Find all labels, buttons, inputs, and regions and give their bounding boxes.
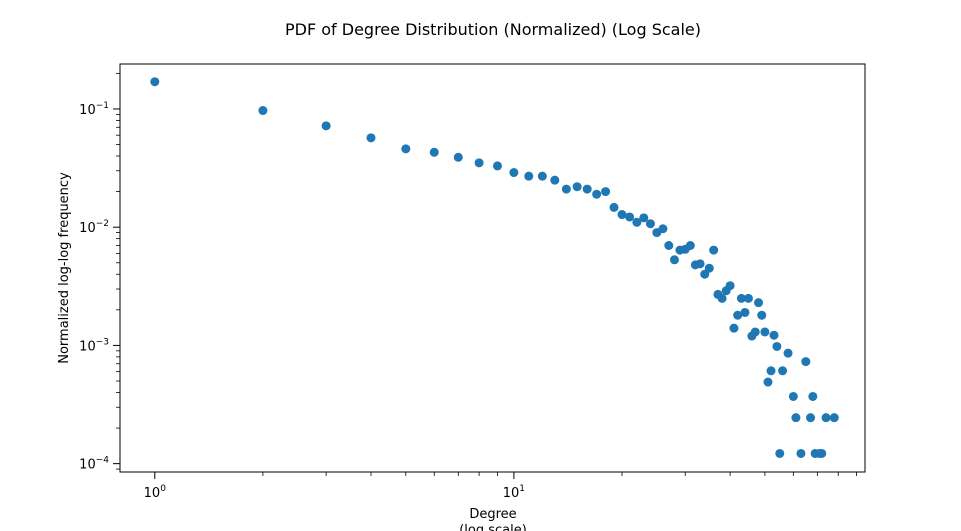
data-point bbox=[808, 391, 818, 401]
data-point bbox=[550, 175, 560, 185]
data-point bbox=[717, 293, 727, 303]
data-point bbox=[561, 184, 571, 194]
data-point bbox=[775, 448, 785, 458]
data-point bbox=[740, 307, 750, 317]
data-point bbox=[685, 241, 695, 251]
data-point bbox=[321, 121, 331, 131]
data-point bbox=[658, 224, 668, 234]
data-point bbox=[829, 413, 839, 423]
plot-frame bbox=[119, 63, 866, 473]
data-point bbox=[492, 161, 502, 171]
data-point bbox=[625, 212, 635, 222]
data-point bbox=[791, 413, 801, 423]
data-point bbox=[639, 213, 649, 223]
y-axis-label: Normalized log-log frequency bbox=[57, 172, 72, 364]
data-point bbox=[429, 147, 439, 157]
data-point bbox=[537, 171, 547, 181]
y-tick-label: 10−1 bbox=[79, 101, 109, 118]
data-point bbox=[754, 298, 764, 308]
data-point bbox=[778, 366, 788, 376]
data-point bbox=[743, 293, 753, 303]
data-point bbox=[772, 341, 782, 351]
data-point bbox=[617, 210, 627, 220]
data-point bbox=[736, 293, 746, 303]
data-point bbox=[601, 187, 611, 197]
data-point bbox=[592, 189, 602, 199]
x-axis-label: Degree bbox=[469, 507, 516, 522]
x-tick-label: 101 bbox=[503, 484, 525, 501]
data-point bbox=[609, 202, 619, 212]
data-point bbox=[453, 152, 463, 162]
data-point bbox=[757, 310, 767, 320]
data-point bbox=[582, 184, 592, 194]
y-tick-label: 10−2 bbox=[79, 219, 109, 236]
data-point bbox=[366, 133, 376, 143]
data-point bbox=[704, 263, 714, 273]
data-point bbox=[645, 219, 655, 229]
data-point bbox=[725, 281, 735, 291]
data-point bbox=[750, 327, 760, 337]
data-point bbox=[709, 245, 719, 255]
data-point bbox=[733, 310, 743, 320]
data-point bbox=[632, 217, 642, 227]
data-point bbox=[817, 448, 827, 458]
data-point bbox=[669, 255, 679, 265]
data-point bbox=[150, 77, 160, 87]
x-axis-label-scale: (log scale) bbox=[459, 523, 527, 531]
data-point bbox=[783, 348, 793, 358]
data-point bbox=[801, 357, 811, 367]
data-point bbox=[763, 377, 773, 387]
data-point bbox=[788, 391, 798, 401]
y-tick-label: 10−4 bbox=[79, 456, 109, 473]
data-point bbox=[258, 106, 268, 116]
x-tick-label: 100 bbox=[144, 484, 167, 501]
data-point bbox=[806, 413, 816, 423]
data-point bbox=[769, 330, 779, 340]
points-layer bbox=[150, 77, 839, 458]
data-point bbox=[572, 182, 582, 192]
data-point bbox=[821, 413, 831, 423]
data-point bbox=[729, 323, 739, 333]
data-point bbox=[760, 327, 770, 337]
data-point bbox=[796, 448, 806, 458]
data-point bbox=[524, 171, 534, 181]
y-tick-label: 10−3 bbox=[79, 337, 109, 354]
data-point bbox=[664, 241, 674, 251]
data-point bbox=[695, 259, 705, 269]
data-point bbox=[766, 366, 776, 376]
data-point bbox=[401, 144, 411, 154]
data-point bbox=[474, 158, 484, 168]
chart-title: PDF of Degree Distribution (Normalized) … bbox=[285, 20, 701, 39]
data-point bbox=[509, 168, 519, 178]
ticks-layer: 100 101 10−4 10−3 10−2 10−1 bbox=[79, 72, 857, 501]
